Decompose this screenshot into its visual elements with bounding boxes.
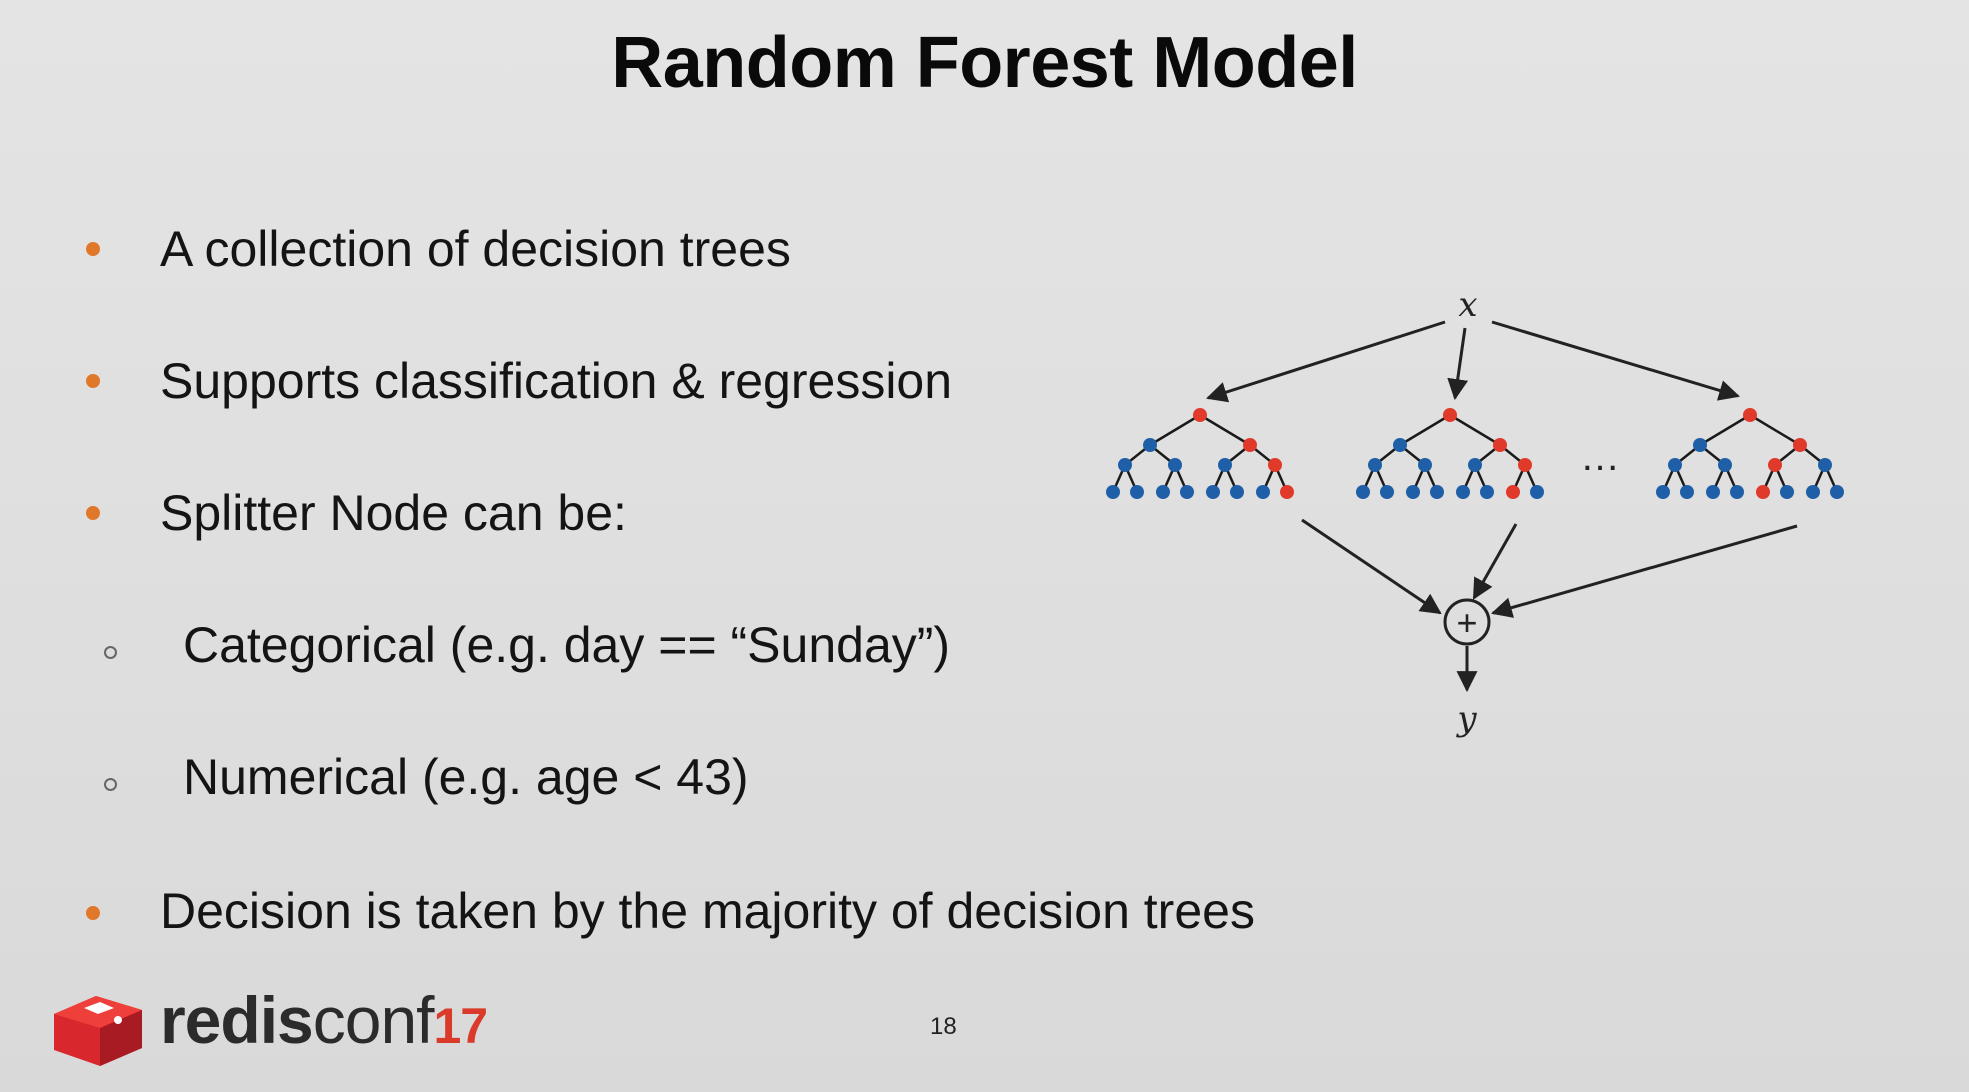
tree-node-path (1443, 408, 1457, 422)
sub-bullet-text: Numerical (e.g. age < 43) (183, 749, 749, 805)
slide-title: Random Forest Model (611, 23, 1358, 103)
arrow-tree1-sum (1301, 518, 1442, 615)
tree-node (1706, 485, 1720, 499)
tree-node (1230, 485, 1244, 499)
bullet-text: A collection of decision trees (160, 221, 791, 277)
arrow-x-tree3 (1491, 320, 1741, 401)
bullet-dot (86, 242, 100, 256)
tree-node-path (1768, 458, 1782, 472)
tree-node (1656, 485, 1670, 499)
arrow-x-tree2 (1447, 327, 1469, 401)
tree-node (1780, 485, 1794, 499)
tree-node (1730, 485, 1744, 499)
arrow-tree2-sum (1472, 523, 1518, 600)
tree-node-path (1743, 408, 1757, 422)
redis-logo-icon (54, 996, 142, 1066)
tree-node (1218, 458, 1232, 472)
tree-node-path (1506, 485, 1520, 499)
tree-node (1206, 485, 1220, 499)
tree-node-path (1518, 458, 1532, 472)
tree-node (1480, 485, 1494, 499)
bullet-text: Decision is taken by the majority of dec… (160, 883, 1255, 939)
tree-node-path (1280, 485, 1294, 499)
tree-node-path (1193, 408, 1207, 422)
tree-node (1693, 438, 1707, 452)
sub-bullet-text: Categorical (e.g. day == “Sunday”) (183, 617, 951, 673)
tree-node-path (1756, 485, 1770, 499)
tree-node (1368, 458, 1382, 472)
sub-bullet-ring (104, 778, 117, 791)
tree-node (1380, 485, 1394, 499)
random-forest-diagram: x … + y (1106, 285, 1844, 739)
conference-logo-text: redisconf17 (160, 982, 489, 1058)
tree-node-path (1268, 458, 1282, 472)
bullet-dot (86, 374, 100, 388)
tree-node (1430, 485, 1444, 499)
page-number: 18 (930, 1013, 957, 1040)
tree-edge (1399, 413, 1451, 447)
tree-node (1818, 458, 1832, 472)
tree-node (1168, 458, 1182, 472)
tree-node (1256, 485, 1270, 499)
tree-node (1356, 485, 1370, 499)
combine-circle (1443, 598, 1491, 646)
logo-number-text: 17 (433, 998, 489, 1054)
ellipsis: … (1580, 435, 1620, 479)
bullet-dot (86, 906, 100, 920)
tree-node-path (1493, 438, 1507, 452)
combine-symbol: + (1456, 602, 1477, 643)
input-label: x (1458, 285, 1477, 325)
tree-node (1130, 485, 1144, 499)
arrow-x-tree1 (1206, 320, 1446, 403)
tree-node (1106, 485, 1120, 499)
tree-path-edge (1749, 413, 1801, 447)
tree-node (1393, 438, 1407, 452)
tree-node (1406, 485, 1420, 499)
output-label: y (1455, 699, 1477, 739)
bullet-text: Supports classification & regression (160, 353, 953, 409)
bullet-text: Splitter Node can be: (160, 485, 627, 541)
logo-light-text: conf (312, 983, 435, 1057)
tree-node (1143, 438, 1157, 452)
tree-node (1718, 458, 1732, 472)
tree-edge (1149, 413, 1201, 447)
tree-path-edge (1199, 413, 1251, 447)
tree-node (1180, 485, 1194, 499)
tree-node-path (1243, 438, 1257, 452)
tree-node-path (1793, 438, 1807, 452)
tree-node (1118, 458, 1132, 472)
sub-bullet-ring (104, 646, 117, 659)
tree-node (1418, 458, 1432, 472)
tree-node (1830, 485, 1844, 499)
tree-edge (1699, 413, 1751, 447)
tree-node (1806, 485, 1820, 499)
logo-bold-text: redis (160, 983, 314, 1057)
tree-node (1668, 458, 1682, 472)
tree-path-edge (1449, 413, 1501, 447)
tree-node (1468, 458, 1482, 472)
tree-node (1156, 485, 1170, 499)
tree-node (1456, 485, 1470, 499)
tree-node (1530, 485, 1544, 499)
bullet-dot (86, 506, 100, 520)
arrow-tree3-sum (1490, 524, 1798, 618)
tree-node (1680, 485, 1694, 499)
